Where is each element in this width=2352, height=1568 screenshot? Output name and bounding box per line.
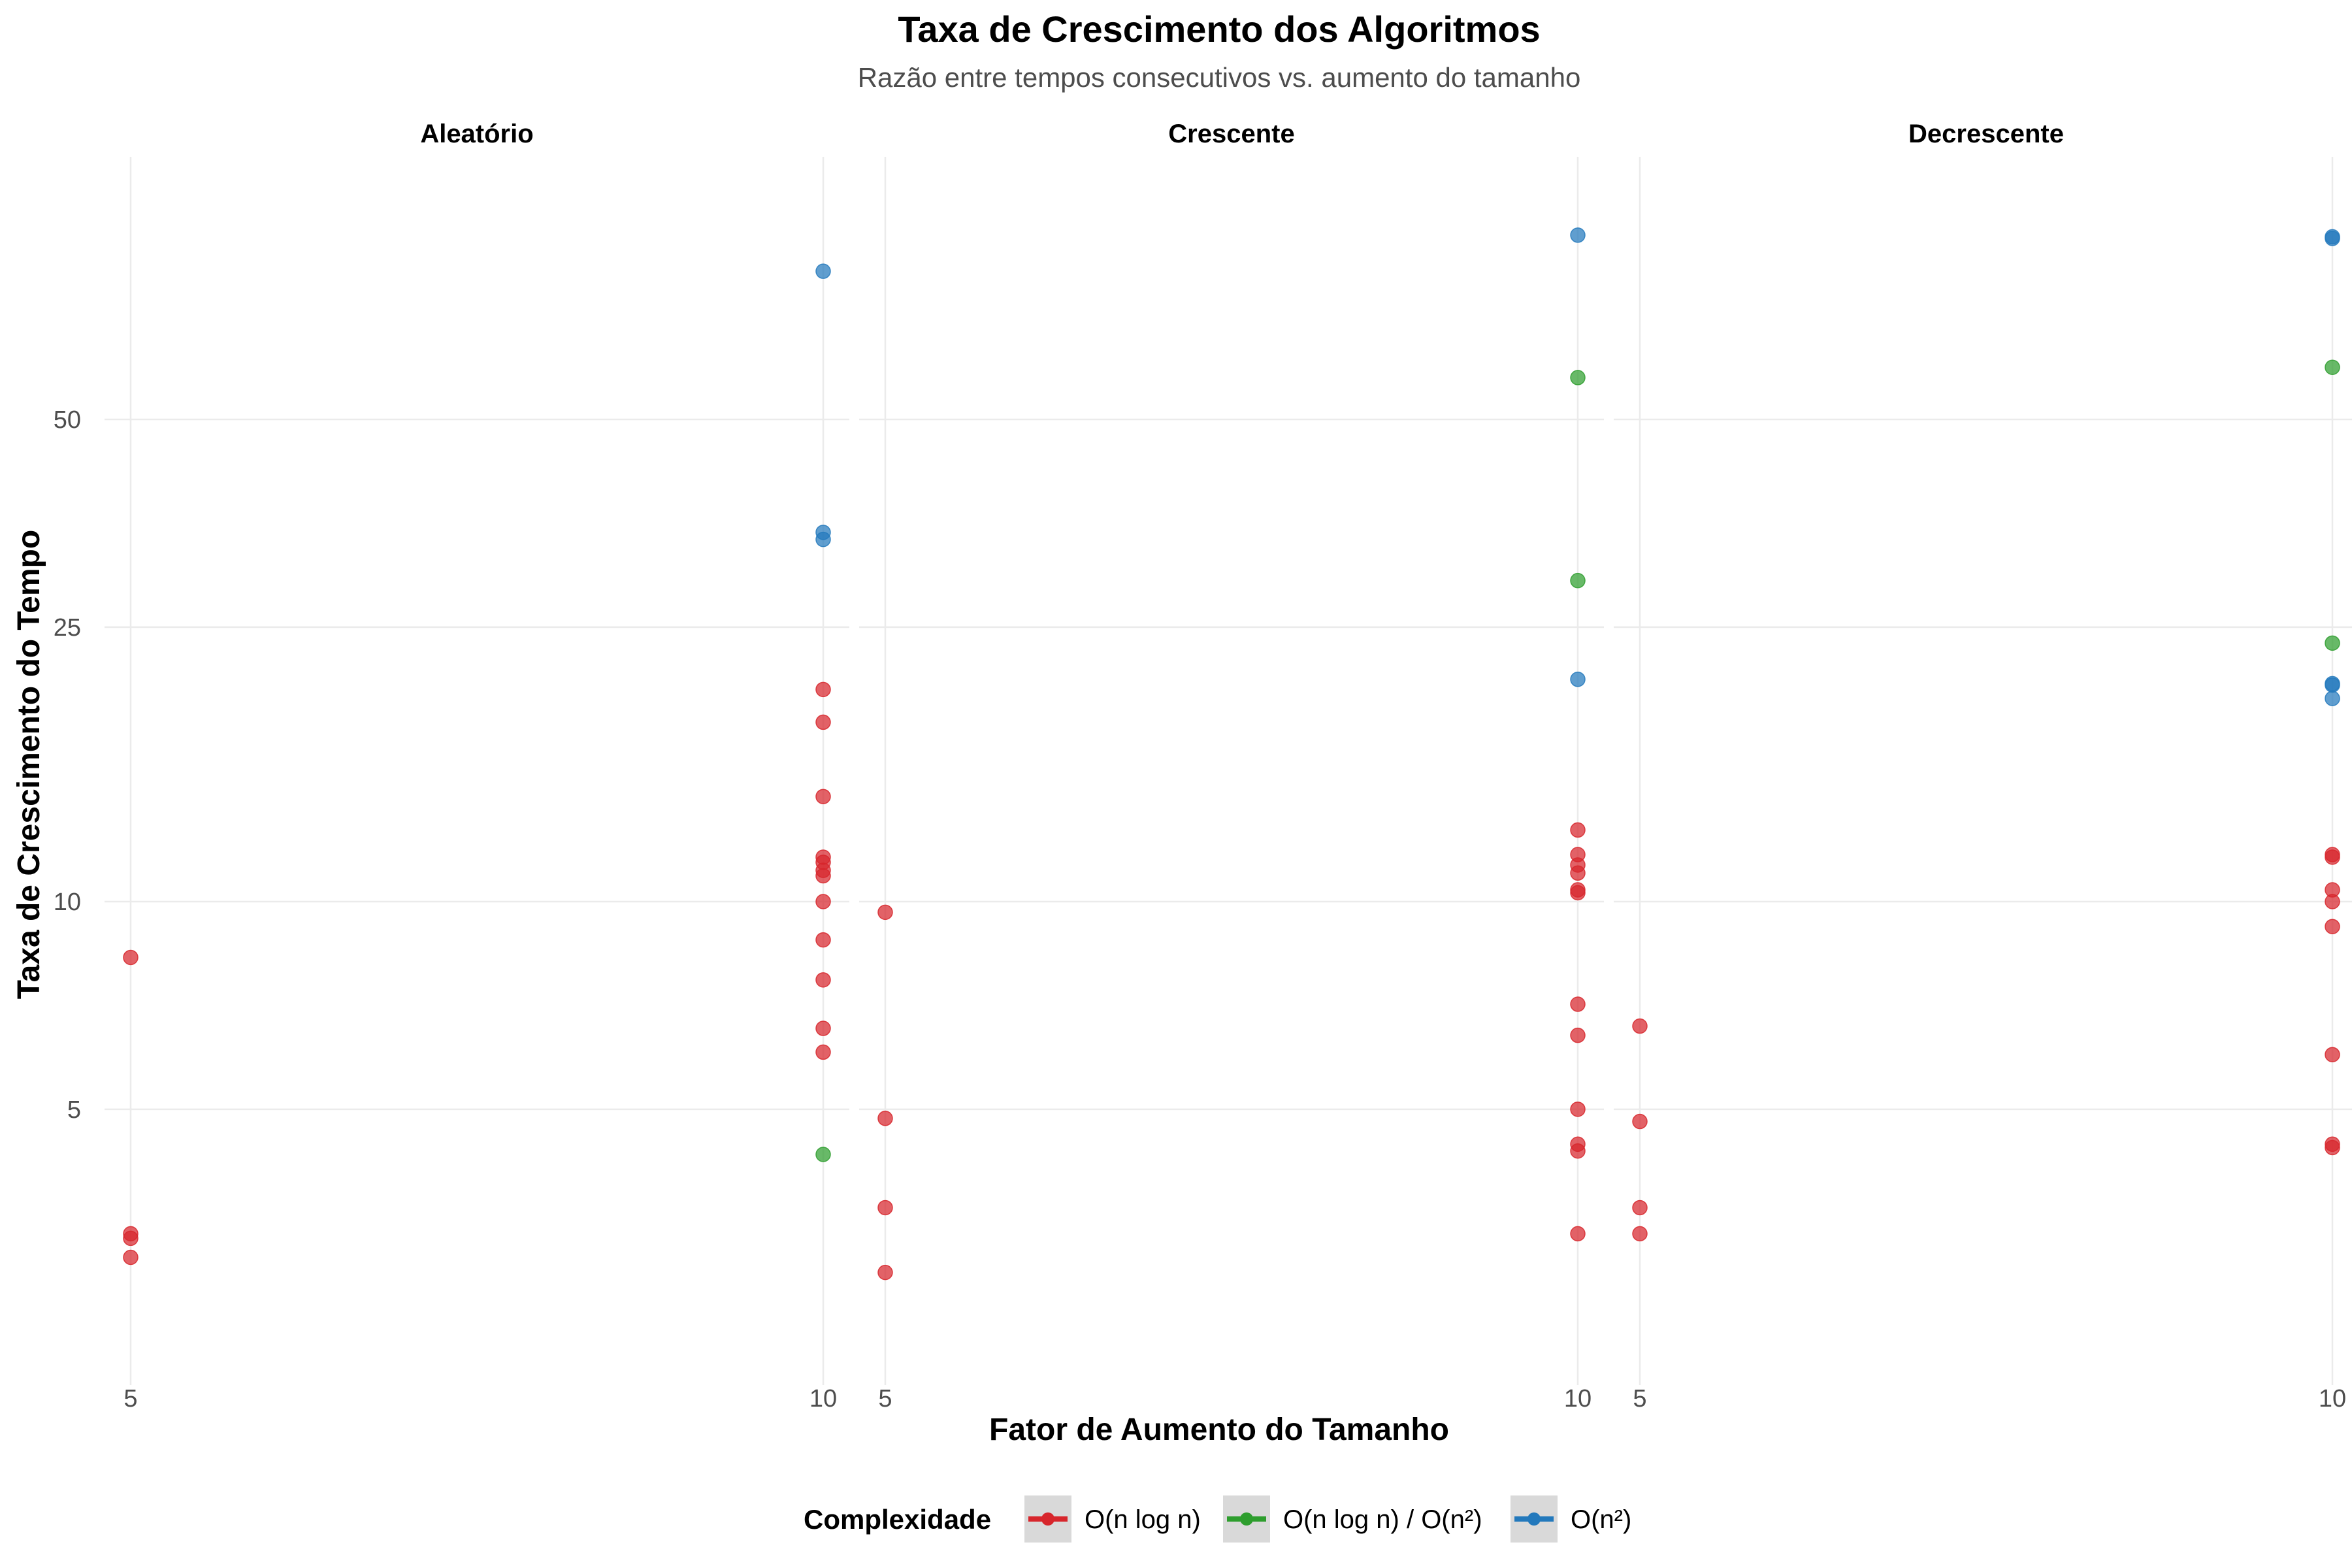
legend-label: O(n²) [1571, 1505, 1631, 1534]
x-axis-title: Fator de Aumento do Tamanho [989, 1413, 1449, 1447]
data-point [123, 1230, 139, 1247]
data-point [815, 1021, 831, 1036]
facet-label: Aleatório [420, 120, 533, 148]
data-point [2325, 635, 2340, 651]
chart-subtitle: Razão entre tempos consecutivos vs. aume… [858, 62, 1581, 93]
data-point [877, 1200, 893, 1216]
chart-title: Taxa de Crescimento dos Algoritmos [898, 8, 1540, 50]
x-tick-label: 10 [809, 1385, 837, 1413]
data-point [815, 789, 831, 804]
data-point [1570, 672, 1586, 687]
data-point [815, 714, 831, 730]
data-point [815, 932, 831, 948]
data-point [877, 1264, 893, 1281]
data-point [877, 1111, 893, 1126]
y-tick-label: 25 [54, 614, 81, 642]
legend: Complexidade O(n log n) O(n log n) / O(n²)… [804, 1495, 1631, 1543]
data-point [1632, 1226, 1648, 1242]
data-point [1570, 1102, 1586, 1117]
legend-key-point [1527, 1512, 1541, 1526]
data-point [2325, 1139, 2340, 1156]
data-point [1570, 227, 1586, 243]
data-point [2325, 894, 2340, 909]
data-point [2325, 919, 2340, 934]
data-point [1632, 1200, 1648, 1216]
x-tick-label: 5 [1633, 1385, 1646, 1413]
data-point [2325, 677, 2340, 693]
y-axis-title: Taxa de Crescimento do Tempo [12, 530, 46, 999]
data-point [123, 949, 139, 966]
data-point [2325, 691, 2340, 706]
data-point [1570, 572, 1586, 589]
data-point [1632, 1018, 1648, 1034]
panel-1: Crescente 5 10 [859, 120, 1604, 1413]
data-point [1570, 822, 1586, 838]
x-tick-label: 5 [123, 1385, 137, 1413]
data-point [815, 868, 831, 884]
data-point [815, 681, 831, 698]
data-point [1570, 885, 1586, 901]
x-tick-label: 10 [1564, 1385, 1592, 1413]
y-tick-label: 10 [54, 889, 81, 916]
data-point [2325, 359, 2340, 375]
data-point [1570, 1027, 1586, 1043]
facet-panels: Aleatório 5 10 Crescente 5 10 Decrescente 5 10 [105, 120, 2352, 1413]
facet-label: Decrescente [1908, 120, 2064, 148]
facet-label: Crescente [1168, 120, 1294, 148]
data-point [815, 1147, 831, 1162]
panel-0: Aleatório 5 10 [105, 120, 849, 1413]
data-point [815, 263, 831, 279]
data-point [2325, 231, 2340, 246]
legend-key-point [1041, 1512, 1054, 1526]
legend-title: Complexidade [804, 1504, 991, 1535]
y-tick-label: 50 [54, 406, 81, 434]
data-point [815, 1044, 831, 1060]
data-point [123, 1249, 139, 1266]
data-point [877, 904, 893, 921]
panel-2: Decrescente 5 10 [1614, 120, 2352, 1413]
data-point [1570, 865, 1586, 881]
data-point [1570, 996, 1586, 1012]
data-point [815, 972, 831, 988]
data-point [2325, 1047, 2340, 1062]
legend-key-point [1240, 1512, 1253, 1526]
data-point [2325, 849, 2340, 865]
data-point [1570, 1143, 1586, 1159]
y-axis-ticks: 5 10 25 50 [54, 406, 81, 1124]
y-tick-label: 5 [67, 1096, 81, 1124]
data-point [1570, 370, 1586, 385]
data-point [1570, 1226, 1586, 1242]
data-point [815, 531, 831, 547]
x-tick-label: 5 [878, 1385, 892, 1413]
legend-label: O(n log n) / O(n²) [1283, 1505, 1482, 1534]
data-point [815, 894, 831, 909]
data-point [1632, 1113, 1648, 1130]
x-tick-label: 10 [2319, 1385, 2346, 1413]
legend-label: O(n log n) [1085, 1505, 1201, 1534]
